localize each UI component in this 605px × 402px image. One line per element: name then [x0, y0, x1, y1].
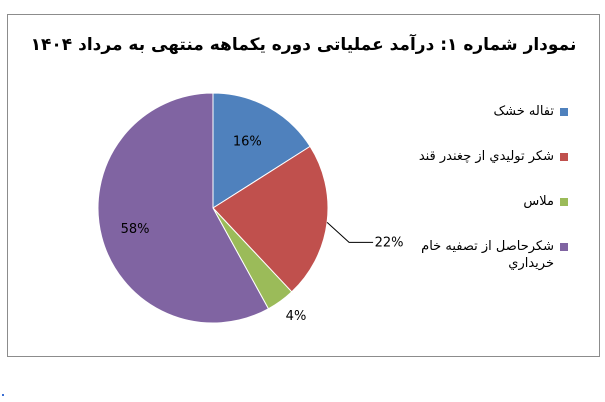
pie-slice — [212, 92, 311, 209]
pie-labels: 16% 22% 4% 58% — [121, 135, 404, 324]
legend-swatch — [560, 198, 568, 206]
legend-item-tafaleh: تفاله خشک — [388, 103, 568, 120]
legend-label: شکر تولیدي از چغندر قند — [418, 149, 554, 164]
stray-dot — [2, 394, 4, 396]
leader-line — [326, 222, 374, 243]
slice-value-label: 22% — [375, 235, 404, 250]
pie-slice — [212, 145, 329, 293]
slice-value-label: 16% — [233, 135, 262, 150]
legend-swatch — [560, 153, 568, 161]
legend-label: تفاله خشک — [493, 104, 555, 119]
pie-slice — [97, 92, 270, 324]
legend-item-shekar-tasfieh: شکرحاصل از تصفیه خام خریداري — [388, 238, 568, 272]
chart-title: نمودار شماره ۱: درآمد عملیاتی دوره یکماه… — [30, 35, 577, 55]
legend-swatch — [560, 243, 568, 251]
legend-item-shekar-choghondar: شکر تولیدي از چغندر قند — [388, 148, 568, 165]
legend-swatch — [560, 108, 568, 116]
legend: تفاله خشک شکر تولیدي از چغندر قند ملاس ش… — [388, 103, 568, 300]
slice-value-label: 58% — [121, 222, 150, 237]
chart-frame: نمودار شماره ۱: درآمد عملیاتی دوره یکماه… — [7, 14, 600, 357]
legend-item-molas: ملاس — [388, 193, 568, 210]
legend-label: ملاس — [523, 194, 554, 209]
legend-label: شکرحاصل از تصفیه خام خریداري — [421, 239, 554, 271]
pie-chart: 16% 22% 4% 58% — [97, 92, 404, 324]
slice-value-label: 4% — [286, 309, 307, 324]
pie-slices — [97, 92, 329, 324]
